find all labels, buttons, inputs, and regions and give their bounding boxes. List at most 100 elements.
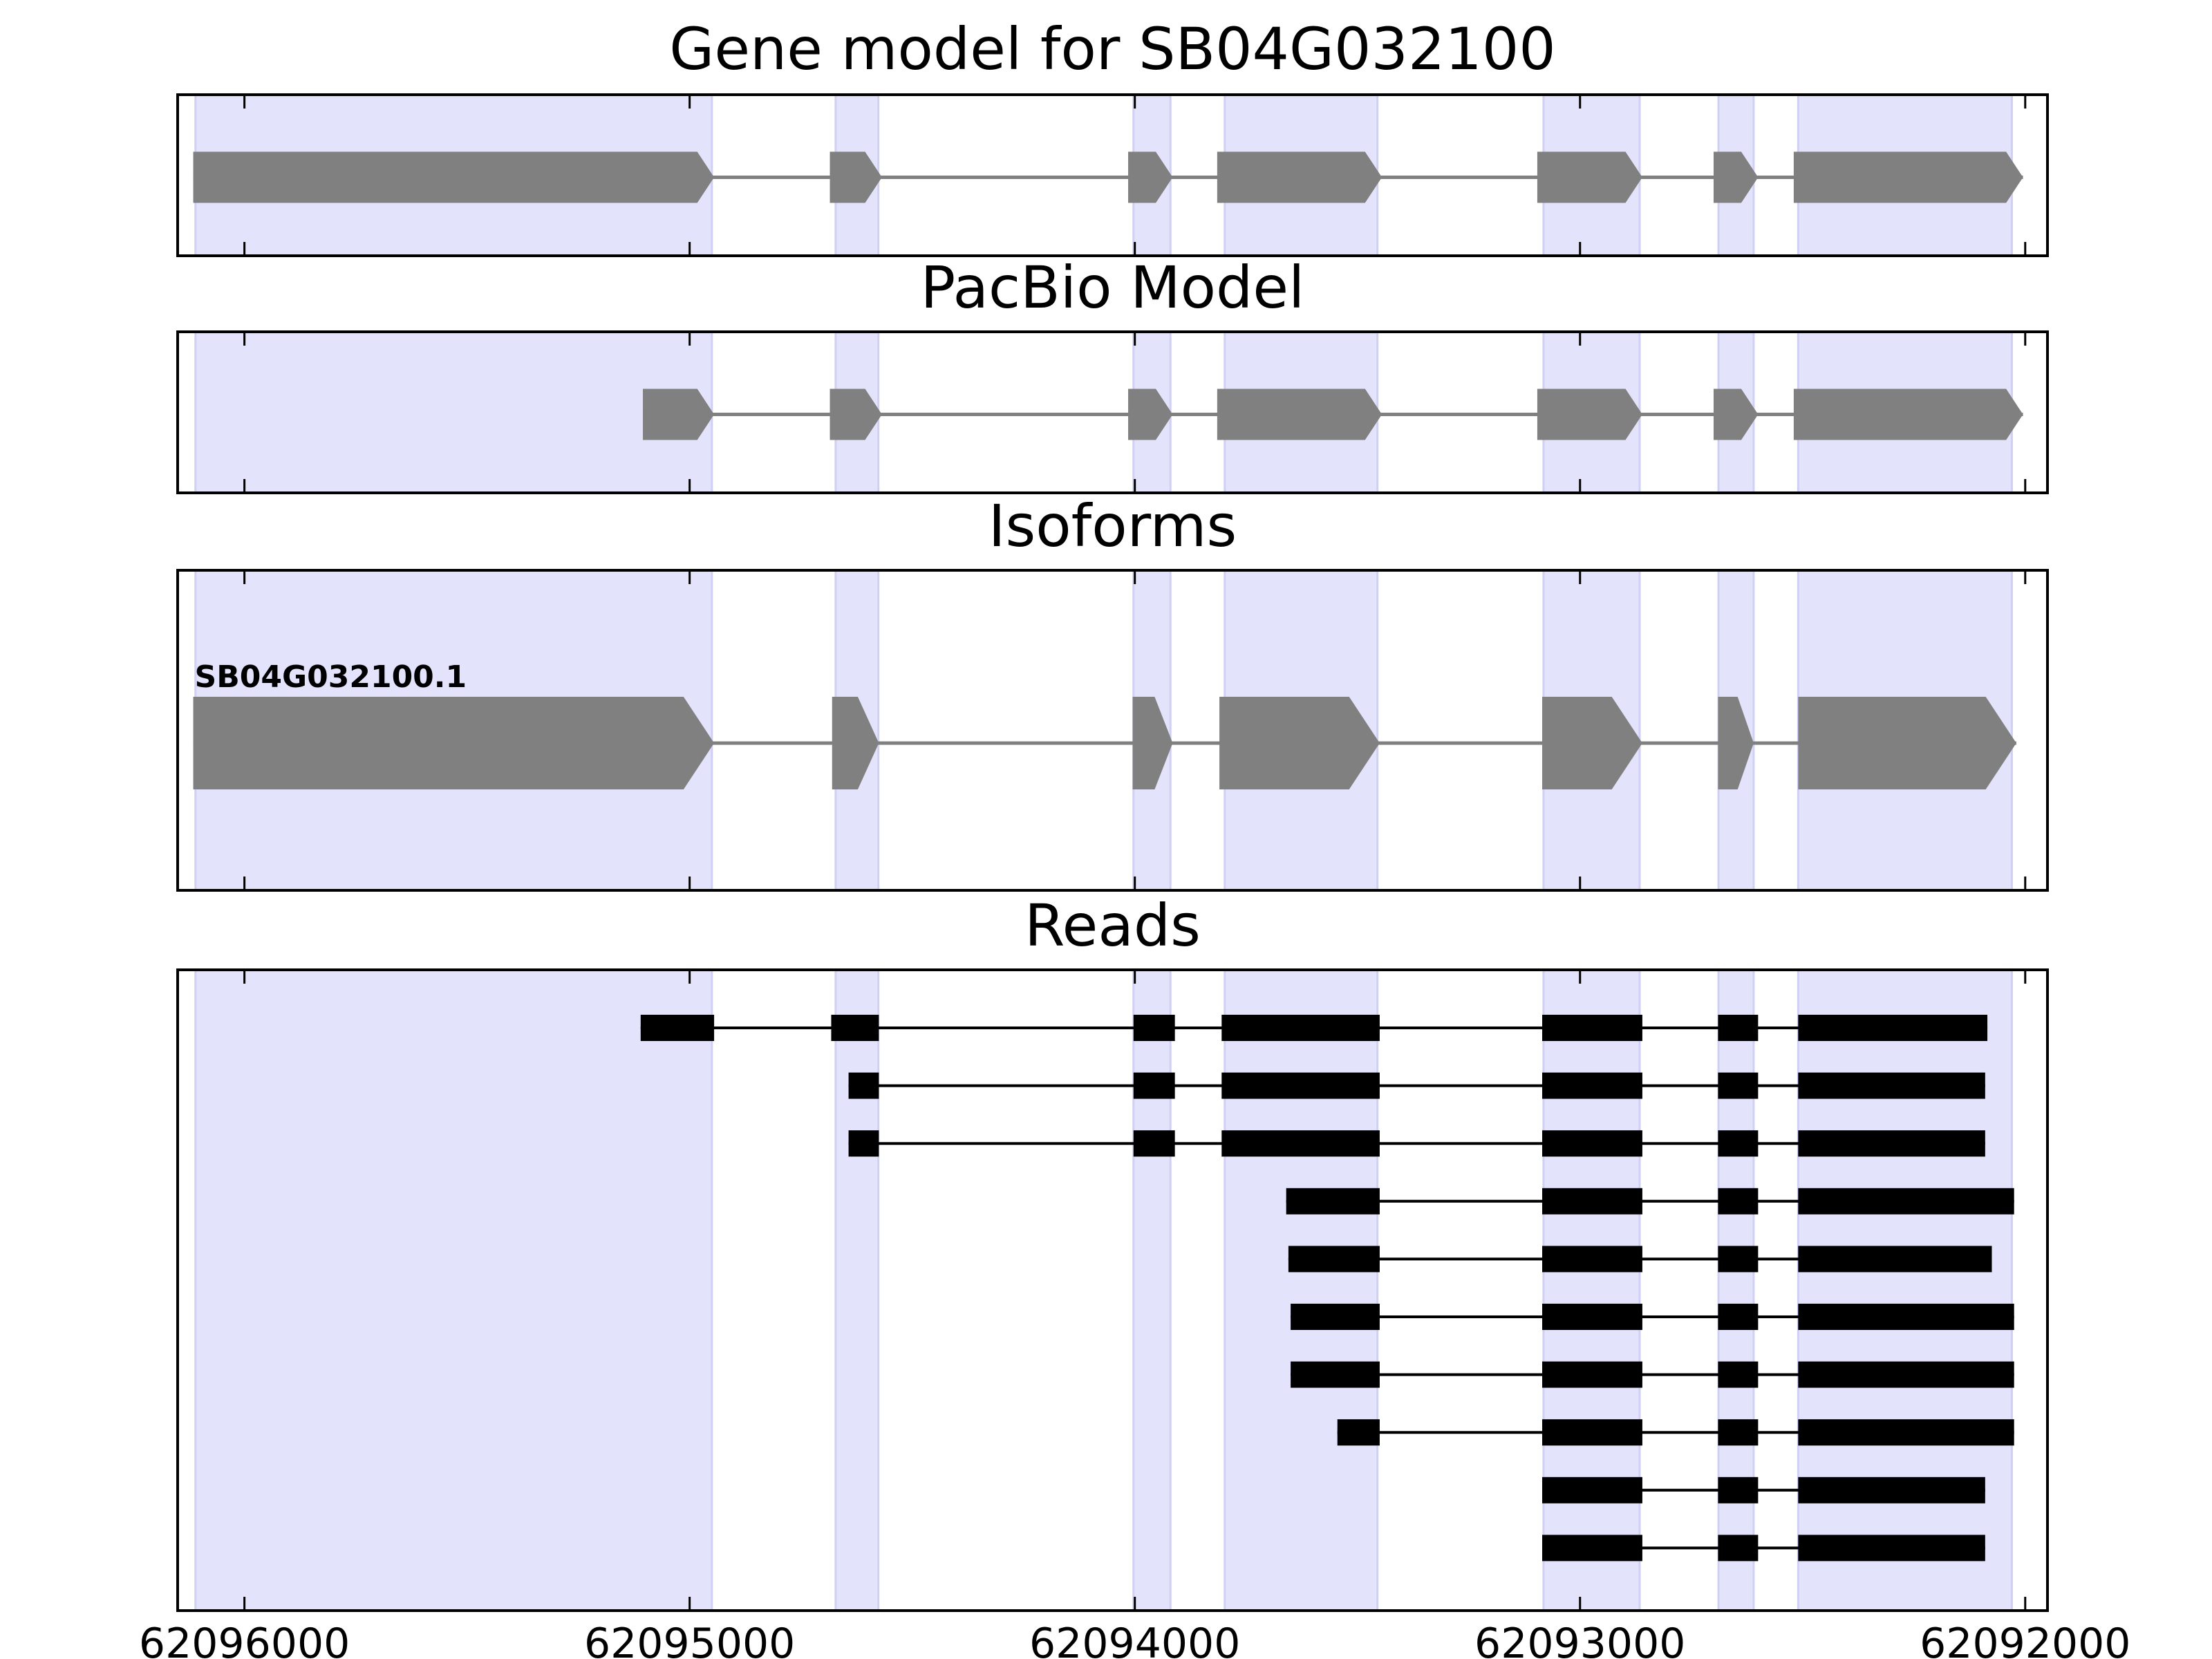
exon-shape xyxy=(1128,151,1173,203)
read-block xyxy=(1542,1246,1642,1273)
exon-shape xyxy=(1718,697,1754,789)
panel-frame xyxy=(176,93,2049,257)
read-block xyxy=(1718,1477,1759,1503)
read-track xyxy=(1337,1419,2014,1446)
read-block xyxy=(1291,1304,1380,1330)
read-track xyxy=(848,1072,1985,1099)
read-block xyxy=(1718,1072,1759,1099)
panel-frame xyxy=(176,968,2049,1612)
read-track xyxy=(1291,1361,2014,1388)
x-tick-label: 62092000 xyxy=(1920,1620,2130,1659)
gene-track xyxy=(193,151,2023,203)
isoform-label: SB04G032100.1 xyxy=(195,659,467,695)
read-block xyxy=(1542,1419,1642,1446)
read-block xyxy=(1542,1477,1642,1503)
read-block xyxy=(1798,1477,1985,1503)
exon-band xyxy=(1542,968,1641,1612)
read-track xyxy=(848,1130,1985,1157)
exon-shape xyxy=(1219,697,1380,789)
read-block xyxy=(1798,1361,2014,1388)
read-block xyxy=(1288,1246,1380,1273)
panel-reads-3: Reads xyxy=(176,892,2049,1612)
read-block xyxy=(640,1015,715,1041)
exon-band xyxy=(194,968,713,1612)
read-block xyxy=(1718,1304,1759,1330)
panel-title: PacBio Model xyxy=(921,254,1305,321)
read-block xyxy=(1286,1188,1380,1215)
read-block xyxy=(1221,1130,1380,1157)
panels-layer: Gene model for SB04G032100 PacBio Model Is… xyxy=(176,15,2049,1612)
exon-shape xyxy=(1537,388,1642,440)
exon-band xyxy=(834,968,880,1612)
exon-shape xyxy=(1132,697,1173,789)
read-block xyxy=(1718,1419,1759,1446)
read-block xyxy=(1542,1304,1642,1330)
read-block xyxy=(1542,1072,1642,1099)
read-block xyxy=(1133,1072,1175,1099)
exon-shape xyxy=(1128,388,1173,440)
exon-shape xyxy=(1713,151,1759,203)
panel-title: Gene model for SB04G032100 xyxy=(669,15,1555,83)
read-block xyxy=(831,1015,879,1041)
read-block xyxy=(1798,1304,2014,1330)
read-block xyxy=(1542,1130,1642,1157)
read-block xyxy=(848,1072,879,1099)
read-block xyxy=(1542,1535,1642,1562)
read-block xyxy=(1133,1015,1175,1041)
panel-model-0: Gene model for SB04G032100 xyxy=(176,15,2049,257)
read-track xyxy=(1542,1535,1985,1562)
panel-title: Isoforms xyxy=(988,492,1237,560)
gene-track xyxy=(643,388,2023,440)
exon-shape xyxy=(830,388,882,440)
exon-shape xyxy=(1793,151,2023,203)
gene-track: SB04G032100.1 xyxy=(193,659,2016,789)
read-block xyxy=(1718,1246,1759,1273)
read-track xyxy=(1286,1188,2014,1215)
read-block xyxy=(1291,1361,1380,1388)
read-track xyxy=(1288,1246,1992,1273)
exon-shape xyxy=(830,151,882,203)
read-block xyxy=(1718,1130,1759,1157)
read-block xyxy=(1337,1419,1380,1446)
read-block xyxy=(1542,1361,1642,1388)
exon-shape xyxy=(193,697,715,789)
panel-model-1: PacBio Model xyxy=(176,254,2049,494)
read-block xyxy=(1798,1535,1985,1562)
read-block xyxy=(1798,1419,2014,1446)
exon-shape xyxy=(1217,151,1382,203)
exon-band xyxy=(1797,968,2013,1612)
read-block xyxy=(1542,1188,1642,1215)
read-block xyxy=(1133,1130,1175,1157)
x-tick-label: 62093000 xyxy=(1474,1620,1685,1659)
read-block xyxy=(1798,1130,1985,1157)
exon-band xyxy=(1717,968,1755,1612)
exon-shape xyxy=(1793,388,2023,440)
exon-shape xyxy=(1798,697,2016,789)
read-block xyxy=(1718,1188,1759,1215)
exon-band xyxy=(1132,968,1172,1612)
exon-shape xyxy=(193,151,715,203)
exon-band xyxy=(194,330,713,494)
exon-shape xyxy=(1542,697,1642,789)
read-block xyxy=(1542,1015,1642,1041)
read-block xyxy=(1221,1015,1380,1041)
read-block xyxy=(1718,1361,1759,1388)
x-axis: 62096000 62095000 62094000 62093000 62092000 xyxy=(139,1620,2131,1659)
panel-frame xyxy=(176,569,2049,892)
read-block xyxy=(1798,1015,1988,1041)
read-block xyxy=(1798,1188,2014,1215)
read-block xyxy=(1798,1246,1992,1273)
panel-frame xyxy=(176,330,2049,494)
exon-shape xyxy=(643,388,715,440)
exon-shape xyxy=(832,697,879,789)
read-block xyxy=(848,1130,879,1157)
x-tick-label: 62096000 xyxy=(139,1620,350,1659)
read-track xyxy=(640,1015,1988,1041)
read-block xyxy=(1221,1072,1380,1099)
read-block xyxy=(1798,1072,1985,1099)
read-track xyxy=(1542,1477,1985,1503)
exon-shape xyxy=(1217,388,1382,440)
panel-title: Reads xyxy=(1024,892,1201,959)
x-tick-label: 62095000 xyxy=(584,1620,795,1659)
